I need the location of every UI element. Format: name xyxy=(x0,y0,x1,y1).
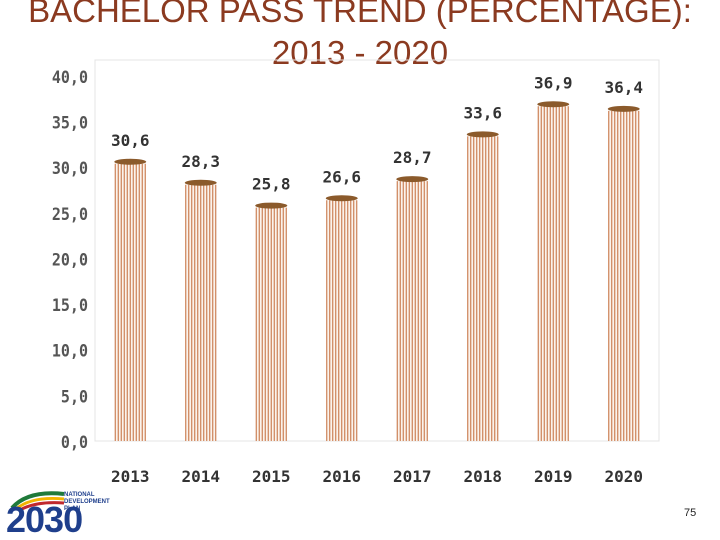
data-label: 26,6 xyxy=(322,167,361,186)
bar-cap xyxy=(325,195,358,202)
x-tick-label: 2014 xyxy=(181,467,220,486)
data-label: 28,3 xyxy=(181,152,220,171)
y-tick-label: 5,0 xyxy=(61,386,88,406)
flag-swoosh-icon xyxy=(10,491,65,510)
bar-2013 xyxy=(114,158,147,441)
bar-2019 xyxy=(537,101,570,441)
data-label: 36,4 xyxy=(604,78,643,97)
logo-text-line-1: NATIONAL xyxy=(64,492,95,498)
bar-cap xyxy=(114,158,147,165)
x-tick-label: 2017 xyxy=(393,467,432,486)
x-tick-label: 2016 xyxy=(322,467,361,486)
bar-cap xyxy=(255,202,288,209)
bar-cap xyxy=(466,131,499,138)
plot-area xyxy=(94,59,660,442)
data-label: 25,8 xyxy=(252,175,291,194)
national-development-plan-logo: 2030 NATIONAL DEVELOPMENT PLAN xyxy=(6,488,136,538)
y-tick-label: 20,0 xyxy=(52,249,88,269)
bar-2016 xyxy=(325,195,358,441)
bar-2020 xyxy=(607,105,640,441)
x-tick-label: 2019 xyxy=(534,467,573,486)
y-tick-label: 30,0 xyxy=(52,158,88,178)
data-label: 30,6 xyxy=(111,131,150,150)
x-tick-label: 2013 xyxy=(111,467,150,486)
logo-text-line-3: PLAN xyxy=(64,506,81,512)
page-number: 75 xyxy=(684,507,697,519)
x-tick-label: 2020 xyxy=(604,467,643,486)
chart-title-line-1: BACHELOR PASS TREND (PERCENTAGE): xyxy=(28,0,692,29)
logo-text-line-2: DEVELOPMENT xyxy=(64,499,110,505)
bar-2015 xyxy=(255,202,288,441)
bar-2018 xyxy=(466,131,499,441)
data-label: 36,9 xyxy=(534,73,573,92)
y-tick-label: 35,0 xyxy=(52,113,88,133)
bar-cap xyxy=(396,176,429,183)
chart-title-line-2: 2013 - 2020 xyxy=(271,34,449,71)
y-tick-label: 0,0 xyxy=(61,432,88,452)
bar-2014 xyxy=(184,179,217,441)
y-tick-label: 40,0 xyxy=(52,67,88,87)
bar-cap xyxy=(607,105,640,112)
data-label: 28,7 xyxy=(393,148,432,167)
chart-title: BACHELOR PASS TREND (PERCENTAGE): 2013 -… xyxy=(0,0,720,74)
bar-cap xyxy=(537,101,570,108)
bar-cap xyxy=(184,179,217,186)
y-tick-label: 25,0 xyxy=(52,204,88,224)
bar-2017 xyxy=(396,176,429,442)
logo-text: NATIONAL DEVELOPMENT PLAN xyxy=(64,492,124,513)
data-label: 33,6 xyxy=(463,103,502,122)
logo-year: 2030 xyxy=(6,499,83,540)
x-tick-label: 2015 xyxy=(252,467,291,486)
y-tick-label: 10,0 xyxy=(52,341,88,361)
x-tick-label: 2018 xyxy=(463,467,502,486)
y-tick-label: 15,0 xyxy=(52,295,88,315)
